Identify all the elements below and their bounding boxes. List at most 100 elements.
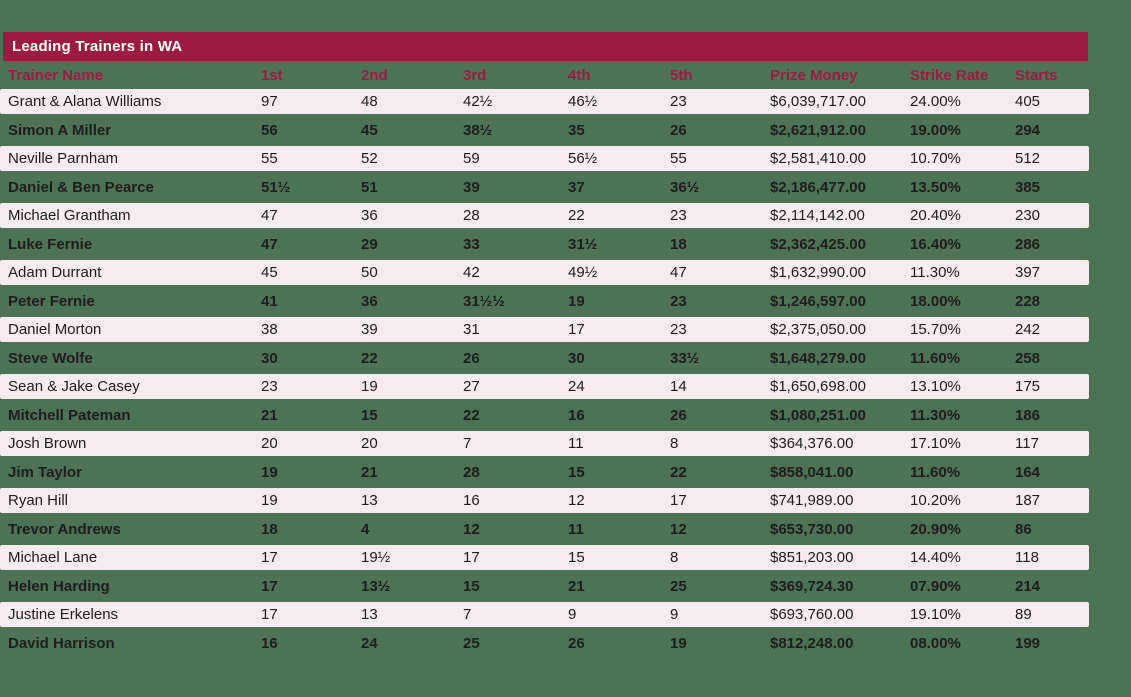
table-cell: 14.40% [910,549,961,566]
column-header-trainer-name: Trainer Name [8,66,104,84]
table-cell: 9 [568,606,577,623]
table-cell: 4 [361,520,370,538]
table-cell: 30 [568,349,585,367]
table-cell: 50 [361,264,378,281]
table-cell: 45 [261,264,278,281]
column-header-4th: 4th [568,66,591,84]
table-cell: 294 [1015,121,1041,139]
table-cell: 36 [361,292,378,310]
table-row: Daniel & Ben Pearce 51½ 51 39 37 36½ $2,186,47… [0,175,1089,200]
table-cell: 397 [1015,264,1041,281]
trainer-name-cell: Ryan Hill [8,492,69,509]
table-cell: 45 [361,121,378,139]
table-row: Michael Lane 17 19½ 17 15 8 $851,203.00 14.40% 1… [0,545,1089,570]
table-cell: 22 [463,406,480,424]
table-cell: 20 [361,435,378,452]
table-cell: 23 [261,378,278,395]
table-cell: $2,581,410.00 [770,150,866,167]
trainer-name-cell: Steve Wolfe [8,349,93,367]
trainer-name-cell: Jim Taylor [8,463,82,481]
table-cell: 20.90% [910,520,961,538]
table-cell: 30 [261,349,278,367]
table-cell: 187 [1015,492,1041,509]
table-row: Michael Grantham 47 36 28 22 23 $2,114,142.00 2… [0,203,1089,228]
table-cell: 15 [463,577,480,595]
table-cell: 26 [670,406,687,424]
table-cell: $364,376.00 [770,435,854,452]
table-cell: 18.00% [910,292,961,310]
table-cell: 15 [568,463,585,481]
trainer-name-cell: Justine Erkelens [8,606,119,623]
table-cell: 36 [361,207,378,224]
table-cell: 230 [1015,207,1041,224]
table-cell: 15 [361,406,378,424]
table-cell: 18 [670,235,687,253]
table-cell: 56½ [568,150,598,167]
table-row: Sean & Jake Casey 23 19 27 24 14 $1,650,698.00… [0,374,1089,399]
table-cell: 39 [361,321,378,338]
table-cell: $741,989.00 [770,492,854,509]
table-cell: $693,760.00 [770,606,854,623]
table-cell: 24 [361,634,378,652]
table-cell: 21 [361,463,378,481]
table-cell: 35 [568,121,585,139]
table-cell: 13½ [361,577,391,595]
table-cell: 23 [670,292,687,310]
table-title: Leading Trainers in WA [12,38,183,55]
table-cell: 12 [463,520,480,538]
table-cell: 38½ [463,121,493,139]
table-row: Helen Harding 17 13½ 15 21 25 $369,724.30 07.90… [0,574,1089,599]
table-cell: 385 [1015,178,1041,196]
table-cell: 26 [463,349,480,367]
table-cell: 11.30% [910,264,960,281]
table-cell: 19.10% [910,606,961,623]
table-cell: 186 [1015,406,1041,424]
trainer-name-cell: Mitchell Pateman [8,406,131,424]
table-cell: 13.10% [910,378,961,395]
table-row: Mitchell Pateman 21 15 22 16 26 $1,080,251.00 1… [0,403,1089,428]
table-cell: 10.20% [910,492,961,509]
table-cell: 8 [670,435,679,452]
table-cell: 31 [463,321,480,338]
table-cell: 10.70% [910,150,961,167]
column-header-strike-rate: Strike Rate [910,66,989,84]
table-cell: 47 [261,207,278,224]
trainer-name-cell: Daniel & Ben Pearce [8,178,154,196]
table-cell: 22 [568,207,585,224]
table-cell: 31½ [568,235,598,253]
table-cell: $858,041.00 [770,463,854,481]
table-cell: 12 [670,520,687,538]
table-cell: 17 [261,577,278,595]
table-cell: 175 [1015,378,1041,395]
table-row: Luke Fernie 47 29 33 31½ 18 $2,362,425.00 16.40… [0,232,1089,257]
table-cell: 23 [670,207,687,224]
table-row: David Harrison 16 24 25 26 19 $812,248.00 08.00… [0,631,1089,656]
table-cell: $369,724.30 [770,577,854,595]
table-cell: 59 [463,150,480,167]
table-cell: 17 [463,549,480,566]
table-cell: 16 [568,406,585,424]
table-cell: 42½ [463,93,493,110]
table-cell: 55 [261,150,278,167]
table-cell: 164 [1015,463,1041,481]
table-cell: 26 [568,634,585,652]
table-cell: $1,246,597.00 [770,292,866,310]
table-cell: 19 [261,463,278,481]
table-cell: $2,621,912.00 [770,121,866,139]
table-cell: 23 [670,93,687,110]
table-cell: 48 [361,93,378,110]
table-cell: 512 [1015,150,1041,167]
table-row: Trevor Andrews 18 4 12 11 12 $653,730.00 20.90%… [0,517,1089,542]
table-cell: 38 [261,321,278,338]
trainer-name-cell: Josh Brown [8,435,87,452]
table-cell: 16.40% [910,235,961,253]
table-cell: $6,039,717.00 [770,93,866,110]
table-cell: 9 [670,606,679,623]
table-cell: 55 [670,150,687,167]
table-cell: 17 [261,549,278,566]
table-cell: 51 [361,178,378,196]
table-row: Jim Taylor 19 21 28 15 22 $858,041.00 11.60% 164 [0,460,1089,485]
table-cell: 25 [463,634,480,652]
table-cell: 46½ [568,93,598,110]
table-cell: $2,362,425.00 [770,235,866,253]
